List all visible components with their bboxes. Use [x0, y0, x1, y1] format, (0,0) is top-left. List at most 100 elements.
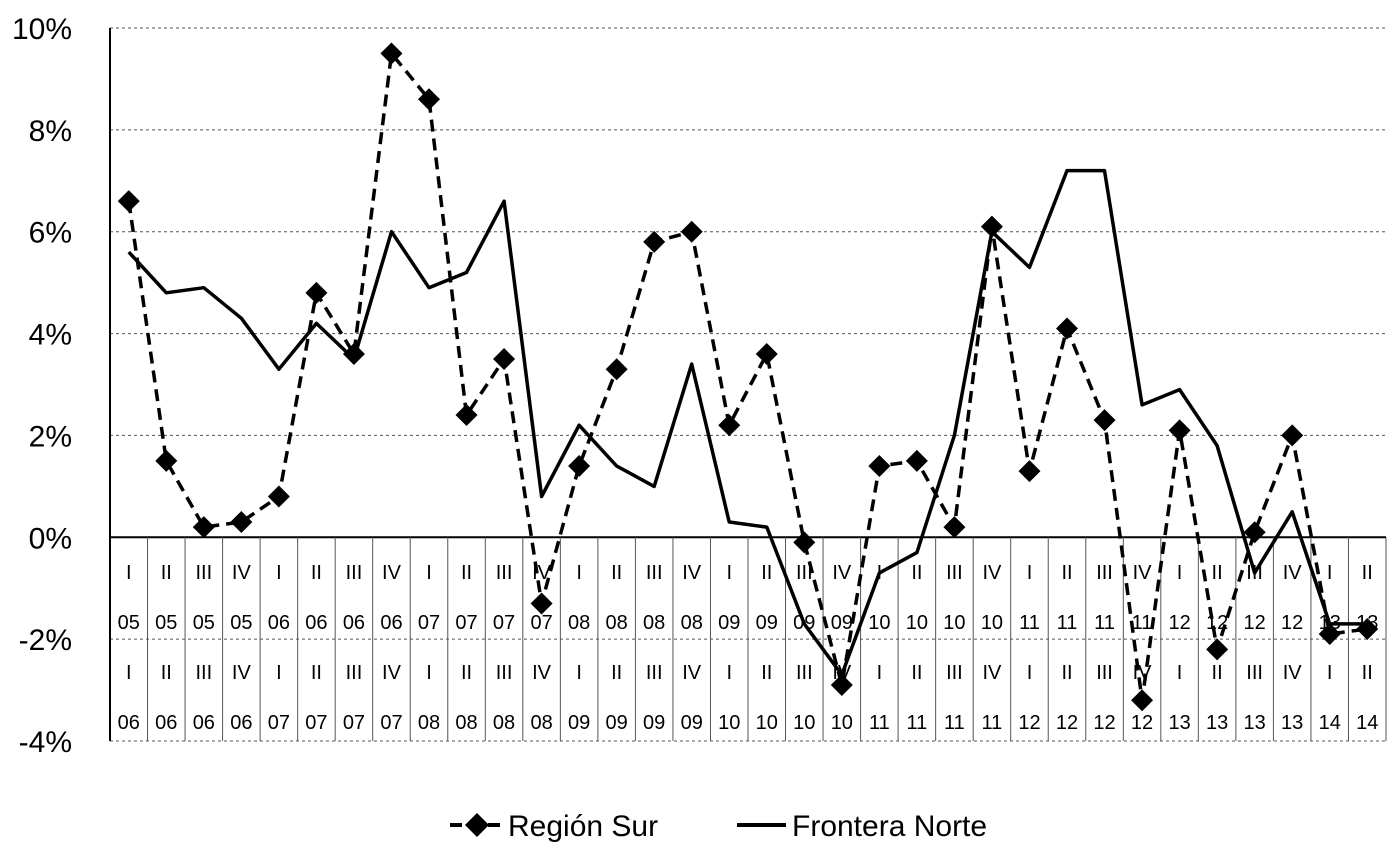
category-year-label: 09	[756, 612, 778, 634]
data-point-diamond	[1093, 409, 1116, 432]
legend-label-sur: Región Sur	[508, 810, 658, 843]
y-axis-ticks: 10% 8% 6% 4% 2% 0% -2% -4%	[12, 13, 72, 759]
data-point-diamond	[267, 485, 290, 508]
category-year-label: 06	[230, 712, 252, 734]
data-point-diamond	[455, 404, 478, 427]
category-year-label: 13	[1206, 712, 1228, 734]
data-point-diamond	[1281, 424, 1304, 447]
category-year-label: 06	[193, 712, 215, 734]
category-quarter-label: IV	[682, 562, 702, 584]
category-quarter-label: I	[576, 562, 582, 584]
category-quarter-label: I	[726, 562, 732, 584]
y-tick-label: 2%	[29, 420, 72, 453]
category-quarter-label: IV	[1133, 662, 1153, 684]
category-quarter-label: I	[877, 662, 883, 684]
category-quarter-label: IV	[1283, 562, 1303, 584]
category-quarter-label: III	[946, 562, 963, 584]
category-quarter-label: IV	[1283, 662, 1303, 684]
data-point-diamond	[418, 88, 440, 111]
data-point-diamond	[943, 516, 966, 539]
category-year-label: 08	[530, 712, 552, 734]
category-quarter-label: III	[496, 562, 513, 584]
category-year-label: 05	[118, 612, 140, 634]
category-year-label: 10	[943, 612, 965, 634]
category-year-label: 07	[418, 612, 440, 634]
category-quarter-label: III	[796, 662, 813, 684]
category-year-label: 11	[1094, 612, 1115, 634]
category-quarter-label: II	[311, 662, 322, 684]
category-year-label: 11	[1019, 612, 1040, 634]
category-year-label: 08	[681, 612, 703, 634]
category-quarter-label: II	[911, 562, 922, 584]
data-point-diamond	[755, 342, 778, 365]
category-quarter-label: IV	[832, 562, 852, 584]
category-table: I05II05III05IV05I06II06III06IV06I07II07I…	[109, 537, 1387, 741]
category-quarter-label: II	[1362, 562, 1373, 584]
category-year-label: 05	[230, 612, 252, 634]
category-quarter-label: I	[276, 662, 282, 684]
category-quarter-label: II	[611, 562, 622, 584]
category-quarter-label: I	[426, 662, 432, 684]
data-point-diamond	[1056, 317, 1078, 340]
category-quarter-label: I	[576, 662, 582, 684]
data-point-diamond	[493, 348, 516, 371]
category-quarter-label: III	[796, 562, 813, 584]
data-point-diamond	[1206, 638, 1229, 661]
category-year-label: 13	[1168, 712, 1190, 734]
category-quarter-label: III	[646, 662, 663, 684]
category-year-label: 09	[606, 712, 628, 734]
data-point-diamond	[1131, 689, 1154, 712]
y-tick-label: -2%	[19, 624, 72, 657]
category-year-label: 08	[643, 612, 665, 634]
category-year-label: 12	[1168, 612, 1190, 634]
category-year-label: 09	[568, 712, 590, 734]
category-quarter-label: II	[1212, 562, 1223, 584]
category-quarter-label: II	[1061, 662, 1072, 684]
category-year-label: 12	[1281, 612, 1303, 634]
category-quarter-label: III	[646, 562, 663, 584]
category-year-label: 11	[982, 712, 1003, 734]
category-quarter-label: IV	[682, 662, 702, 684]
category-quarter-label: I	[1027, 562, 1033, 584]
category-year-label: 08	[606, 612, 628, 634]
category-quarter-label: I	[126, 562, 132, 584]
category-year-label: 10	[906, 612, 928, 634]
data-point-diamond	[1318, 623, 1341, 646]
category-year-label: 09	[718, 612, 740, 634]
data-point-diamond	[568, 454, 591, 477]
category-quarter-label: II	[461, 562, 472, 584]
category-year-label: 12	[1056, 712, 1078, 734]
y-tick-label: 4%	[29, 319, 72, 352]
category-quarter-label: II	[461, 662, 472, 684]
series-line-region-sur	[127, 51, 1368, 703]
category-year-label: 14	[1356, 712, 1378, 734]
data-point-diamond	[1168, 419, 1191, 442]
category-year-label: 09	[681, 712, 703, 734]
category-year-label: 08	[418, 712, 440, 734]
data-point-diamond	[380, 42, 403, 65]
series-layer	[117, 42, 1379, 712]
data-point-diamond	[155, 449, 178, 472]
data-point-diamond	[980, 215, 1003, 238]
category-year-label: 09	[831, 612, 853, 634]
data-point-diamond	[1018, 460, 1041, 483]
category-quarter-label: III	[496, 662, 513, 684]
category-quarter-label: III	[346, 662, 363, 684]
category-year-label: 08	[568, 612, 590, 634]
category-year-label: 12	[1244, 612, 1266, 634]
data-point-diamond	[305, 281, 328, 304]
category-quarter-label: IV	[982, 562, 1002, 584]
category-year-label: 11	[1057, 612, 1078, 634]
category-year-label: 11	[944, 712, 965, 734]
category-quarter-label: I	[426, 562, 432, 584]
data-point-diamond	[605, 358, 628, 381]
data-point-diamond	[1243, 521, 1266, 544]
category-quarter-label: IV	[232, 562, 252, 584]
category-quarter-label: II	[761, 562, 772, 584]
category-year-label: 05	[155, 612, 177, 634]
legend: Región Sur Frontera Norte	[450, 810, 987, 843]
category-quarter-label: I	[1177, 662, 1183, 684]
category-quarter-label: I	[126, 662, 132, 684]
category-quarter-label: III	[195, 562, 212, 584]
